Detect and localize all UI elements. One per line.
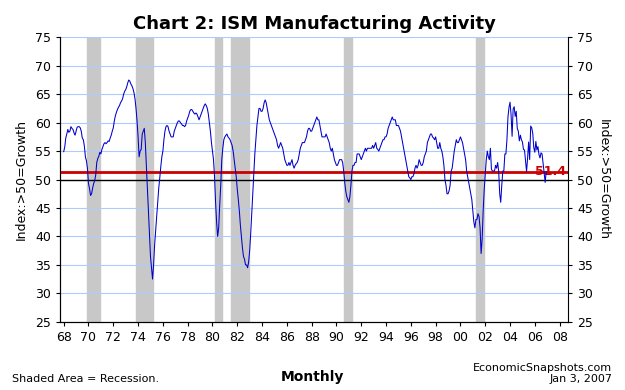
Text: 51.4: 51.4 — [536, 165, 566, 178]
Y-axis label: Index:>50=Growth: Index:>50=Growth — [597, 119, 610, 240]
Text: EconomicSnapshots.com
Jan 3, 2007: EconomicSnapshots.com Jan 3, 2007 — [473, 363, 612, 384]
Bar — [214, 37, 222, 322]
Text: Shaded Area = Recession.: Shaded Area = Recession. — [12, 374, 159, 384]
Bar — [88, 37, 100, 322]
Title: Chart 2: ISM Manufacturing Activity: Chart 2: ISM Manufacturing Activity — [132, 15, 496, 33]
Bar — [476, 37, 484, 322]
Bar — [231, 37, 249, 322]
Bar — [344, 37, 352, 322]
Text: Monthly: Monthly — [281, 370, 344, 384]
Bar — [136, 37, 152, 322]
Y-axis label: Index:>50=Growth: Index:>50=Growth — [15, 119, 28, 240]
